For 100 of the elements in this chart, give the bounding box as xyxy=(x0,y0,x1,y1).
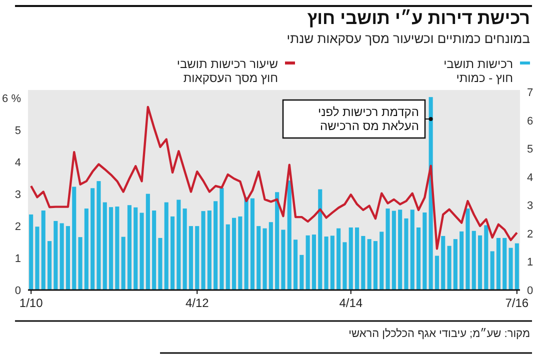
bar xyxy=(127,205,132,290)
bar xyxy=(293,240,298,290)
x-tick-label: 4/12 xyxy=(185,296,210,310)
y2-tick-label: 1 xyxy=(527,256,534,269)
bar xyxy=(300,254,304,290)
bar xyxy=(348,227,353,290)
bar xyxy=(170,216,175,290)
bar xyxy=(182,208,187,290)
bar xyxy=(96,181,101,290)
x-tick-label: 4/14 xyxy=(339,296,363,310)
bar xyxy=(176,200,181,290)
bar xyxy=(238,216,242,290)
bar xyxy=(207,210,212,290)
bar xyxy=(262,228,267,290)
bar xyxy=(484,225,488,290)
y2-tick-label: 3 xyxy=(527,200,534,212)
y-tick-label: 2 xyxy=(14,221,21,233)
bar xyxy=(410,210,414,290)
bar xyxy=(164,202,168,290)
bar xyxy=(188,226,194,290)
bar xyxy=(268,222,273,290)
bar xyxy=(318,189,322,290)
line-series xyxy=(30,106,518,250)
y-tick-label: 1 xyxy=(14,253,21,265)
legend-label: שיעור רכישות תושבי חוץ מסך העסקאות xyxy=(176,57,278,85)
bar xyxy=(250,198,255,290)
bar xyxy=(41,210,46,290)
bar xyxy=(478,235,482,290)
y2-tick-label: 4 xyxy=(527,172,534,184)
bar xyxy=(115,206,120,290)
bar xyxy=(447,246,452,290)
bar xyxy=(158,238,162,290)
text: מקור: שע״מ; עיבודי אגף הכלכלן הראשי xyxy=(348,328,530,340)
bar xyxy=(386,208,390,290)
bar xyxy=(226,224,230,290)
bar xyxy=(121,236,126,290)
bar xyxy=(496,238,501,290)
bar xyxy=(306,235,310,290)
bar xyxy=(214,201,218,290)
bar xyxy=(466,208,470,290)
bar xyxy=(287,180,292,290)
y-tick-label: 3 xyxy=(14,189,21,201)
bar xyxy=(361,236,366,290)
bar xyxy=(60,223,64,290)
bar xyxy=(330,236,334,290)
bar xyxy=(336,228,341,290)
bar xyxy=(72,186,76,290)
bar xyxy=(275,192,280,290)
bar xyxy=(441,236,446,290)
annotation: הקדמת רכישות לפני העלאת מס הרכישה xyxy=(318,105,419,133)
bar xyxy=(324,236,328,290)
bar xyxy=(201,211,206,290)
bar xyxy=(380,232,384,290)
x-tick-label: 7/16 xyxy=(505,296,529,310)
bar xyxy=(146,194,150,290)
bar xyxy=(84,208,88,290)
bar xyxy=(90,188,95,290)
bar xyxy=(108,207,114,290)
y-tick-label: 6 % xyxy=(2,93,22,105)
y2-tick-label: 0 xyxy=(527,285,534,297)
bar xyxy=(140,212,144,290)
bar xyxy=(220,188,224,290)
bar xyxy=(195,226,200,290)
y2-tick-label: 2 xyxy=(527,228,534,240)
x-tick-label: 1/10 xyxy=(19,296,44,310)
bar xyxy=(78,237,82,290)
y-tick-label: 5 xyxy=(14,125,21,137)
bar xyxy=(342,242,347,290)
y2-tick-label: 6 xyxy=(527,115,534,128)
bar xyxy=(404,218,408,290)
bar xyxy=(232,218,236,290)
bar xyxy=(54,220,58,290)
y-tick-label: 0 xyxy=(14,285,21,297)
chart-subtitle: במונחים כמותיים וכשיעור מסך עסקאות שנתי xyxy=(286,31,530,46)
bar xyxy=(398,210,402,290)
bar xyxy=(434,256,440,290)
bar xyxy=(47,241,52,290)
bar xyxy=(256,226,261,290)
chart-title: רכישת דירות ע״י תושבי חוץ xyxy=(307,8,530,28)
bar xyxy=(66,226,70,290)
bar xyxy=(490,251,494,290)
bar xyxy=(29,214,34,290)
bar xyxy=(102,202,107,290)
bar xyxy=(416,227,421,290)
y2-tick-label: 7 xyxy=(527,86,534,99)
bar xyxy=(422,212,427,290)
bar xyxy=(508,248,513,290)
y-tick-label: 4 xyxy=(14,157,21,169)
bar xyxy=(367,239,372,290)
bar xyxy=(453,239,458,290)
bar xyxy=(152,210,156,290)
bar xyxy=(392,210,396,290)
bar xyxy=(312,234,316,290)
bar xyxy=(373,241,378,290)
bar xyxy=(134,207,138,290)
bar xyxy=(35,226,40,290)
bar xyxy=(460,231,464,290)
bar xyxy=(514,243,519,290)
bar xyxy=(281,230,286,290)
bar xyxy=(472,230,476,290)
